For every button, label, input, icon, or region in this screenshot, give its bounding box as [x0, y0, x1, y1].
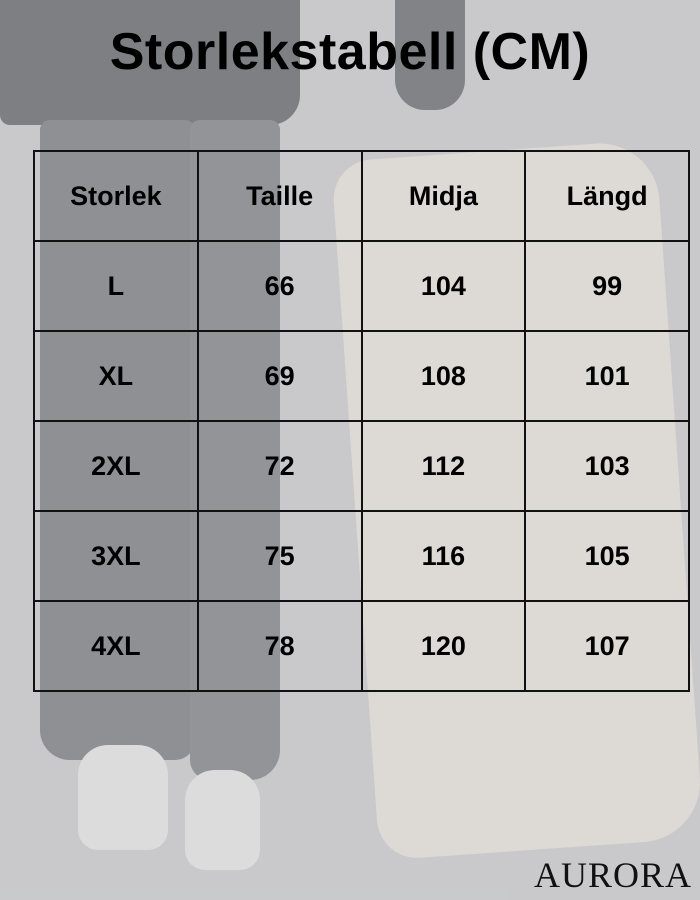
table-row: 4XL 78 120 107 — [33, 600, 690, 692]
header-cell: Midja — [360, 150, 527, 242]
sleeve — [395, 0, 465, 110]
size-table: Storlek Taille Midja Längd L 66 104 99 X… — [33, 150, 690, 692]
table-cell: 108 — [360, 330, 527, 422]
header-cell: Taille — [196, 150, 363, 242]
header-cell: Storlek — [33, 150, 199, 242]
table-cell: 66 — [196, 240, 363, 332]
table-cell: 69 — [196, 330, 363, 422]
brand-logo: AURORA — [533, 855, 692, 895]
table-cell: XL — [33, 330, 199, 422]
table-cell: 105 — [524, 510, 690, 602]
table-cell: 116 — [360, 510, 527, 602]
table-cell: L — [33, 240, 199, 332]
table-cell: 75 — [196, 510, 363, 602]
header-cell: Längd — [524, 150, 690, 242]
table-header-row: Storlek Taille Midja Längd — [33, 150, 690, 242]
table-cell: 101 — [524, 330, 690, 422]
table-cell: 2XL — [33, 420, 199, 512]
sneaker-left — [78, 745, 168, 850]
table-cell: 104 — [360, 240, 527, 332]
table-row: 3XL 75 116 105 — [33, 510, 690, 602]
table-cell: 4XL — [33, 600, 199, 692]
table-cell: 3XL — [33, 510, 199, 602]
sweater — [0, 0, 300, 125]
table-cell: 120 — [360, 600, 527, 692]
table-row: XL 69 108 101 — [33, 330, 690, 422]
table-cell: 78 — [196, 600, 363, 692]
table-row: 2XL 72 112 103 — [33, 420, 690, 512]
table-row: L 66 104 99 — [33, 240, 690, 332]
page-title: Storlekstabell (CM) — [109, 23, 591, 81]
sneaker-right — [185, 770, 260, 870]
table-cell: 103 — [524, 420, 690, 512]
table-cell: 112 — [360, 420, 527, 512]
table-cell: 72 — [196, 420, 363, 512]
table-cell: 99 — [524, 240, 690, 332]
table-cell: 107 — [524, 600, 690, 692]
